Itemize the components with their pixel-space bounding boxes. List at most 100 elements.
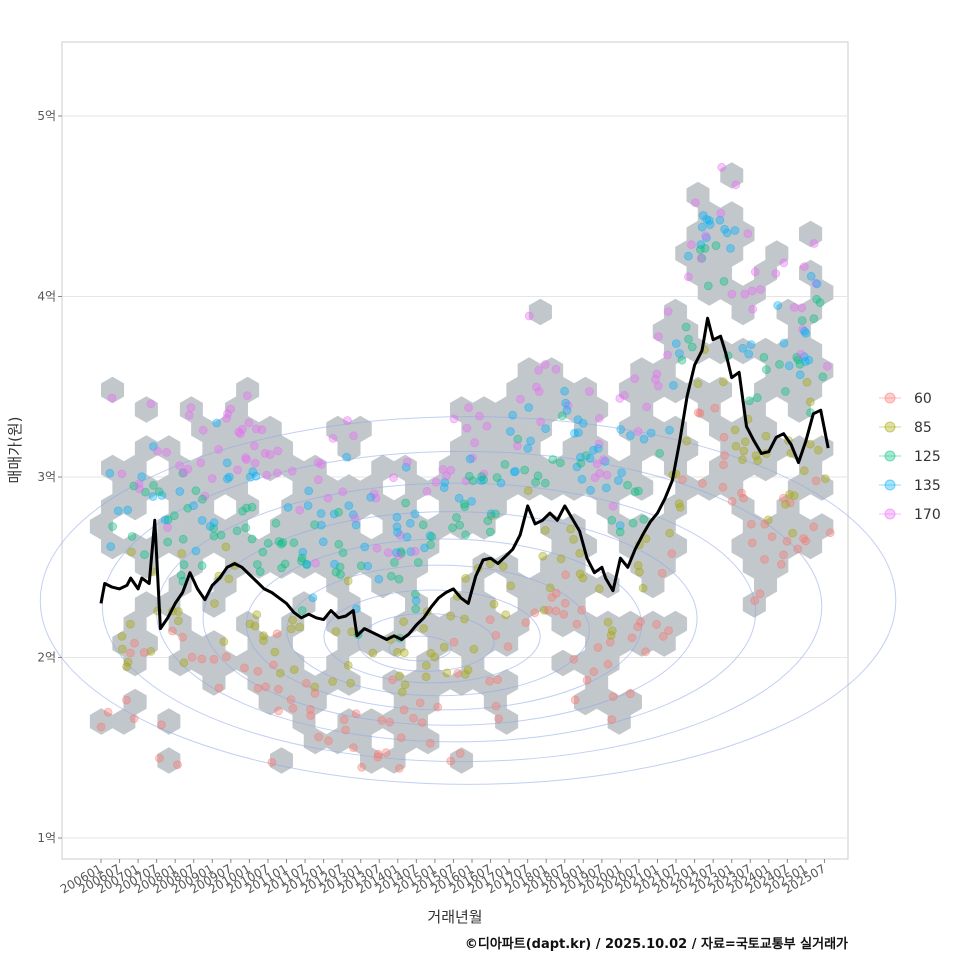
scatter-point — [462, 423, 472, 433]
hex-bin — [157, 708, 181, 735]
scatter-point — [479, 475, 489, 485]
scatter-point — [209, 518, 219, 528]
scatter-point — [799, 352, 809, 362]
scatter-point — [540, 478, 550, 488]
hex-bin — [765, 552, 789, 579]
scatter-point — [117, 632, 127, 641]
scatter-point — [767, 532, 777, 542]
scatter-point — [763, 515, 773, 525]
scatter-point — [798, 324, 807, 334]
scatter-point — [639, 514, 649, 524]
scatter-point — [183, 464, 193, 474]
scatter-point — [799, 466, 809, 476]
scatter-point — [608, 692, 618, 702]
scatter-point — [569, 535, 578, 544]
scatter-point — [125, 619, 135, 629]
scatter-point — [386, 571, 396, 581]
scatter-point — [615, 527, 625, 537]
hex-bin — [630, 474, 654, 501]
scatter-point — [238, 506, 247, 516]
scatter-point — [163, 515, 173, 525]
scatter-point — [234, 427, 244, 437]
scatter-point — [415, 698, 425, 708]
scatter-point — [369, 489, 379, 499]
scatter-point — [397, 687, 407, 697]
scatter-point — [626, 431, 635, 440]
scatter-point — [503, 642, 513, 652]
scatter-point — [562, 406, 572, 415]
scatter-point — [245, 619, 255, 629]
hex-bin — [573, 532, 597, 560]
scatter-point — [639, 434, 649, 444]
scatter-point — [486, 511, 496, 521]
scatter-point — [331, 627, 341, 636]
scatter-point — [247, 502, 257, 512]
scatter-point — [242, 503, 251, 513]
scatter-point — [427, 532, 437, 542]
scatter-point — [696, 240, 706, 250]
density-contour — [202, 511, 698, 726]
scatter-point — [306, 711, 316, 720]
scatter-point — [534, 365, 544, 375]
scatter-point — [348, 510, 358, 520]
scatter-point — [467, 496, 476, 506]
scatter-point — [483, 516, 493, 526]
scatter-point — [137, 472, 147, 482]
hex-bin — [731, 298, 755, 326]
scatter-point — [328, 433, 338, 443]
scatter-point — [590, 473, 600, 483]
scatter-point — [302, 559, 312, 569]
scatter-point — [160, 515, 170, 525]
scatter-point — [581, 451, 591, 461]
hex-bin — [742, 591, 766, 618]
scatter-point — [747, 286, 757, 296]
scatter-point — [153, 446, 162, 456]
scatter-point — [446, 756, 456, 766]
scatter-point — [396, 549, 406, 558]
scatter-point — [623, 480, 632, 490]
scatter-point — [822, 361, 832, 371]
scatter-point — [536, 417, 545, 427]
scatter-point — [638, 583, 648, 593]
scatter-point — [577, 474, 587, 484]
scatter-point — [739, 493, 748, 503]
scatter-point — [287, 466, 297, 476]
hex-bin — [461, 415, 485, 443]
scatter-point — [250, 621, 260, 631]
scatter-point — [346, 678, 356, 688]
hex-bin — [776, 298, 800, 326]
hex-bin — [709, 376, 733, 404]
y-tick-label: 3억 — [37, 470, 56, 484]
scatter-point — [318, 537, 328, 547]
hex-bin — [371, 532, 395, 560]
scatter-point — [283, 502, 293, 512]
scatter-point — [678, 475, 687, 485]
scatter-point — [797, 316, 807, 326]
scatter-point — [633, 561, 643, 570]
hex-bin — [528, 415, 552, 443]
scatter-point — [342, 452, 352, 462]
scatter-point — [295, 505, 305, 515]
scatter-point — [496, 478, 506, 488]
scatter-point — [402, 457, 412, 467]
scatter-point — [328, 677, 338, 686]
scatter-point — [262, 470, 272, 480]
scatter-point — [594, 439, 604, 449]
scatter-point — [460, 502, 470, 512]
scatter-point — [405, 518, 415, 528]
y-tick-label: 4억 — [37, 290, 56, 304]
scatter-point — [406, 547, 416, 556]
scatter-point — [197, 516, 207, 525]
scatter-point — [209, 531, 219, 541]
scatter-point — [761, 431, 771, 441]
hex-bin — [168, 454, 192, 482]
scatter-point — [371, 493, 381, 503]
scatter-point — [539, 605, 549, 615]
scatter-point — [247, 534, 257, 544]
scatter-point — [740, 437, 750, 447]
scatter-point — [533, 471, 543, 481]
scatter-point — [385, 717, 395, 727]
scatter-point — [540, 526, 550, 535]
scatter-point — [422, 486, 432, 496]
